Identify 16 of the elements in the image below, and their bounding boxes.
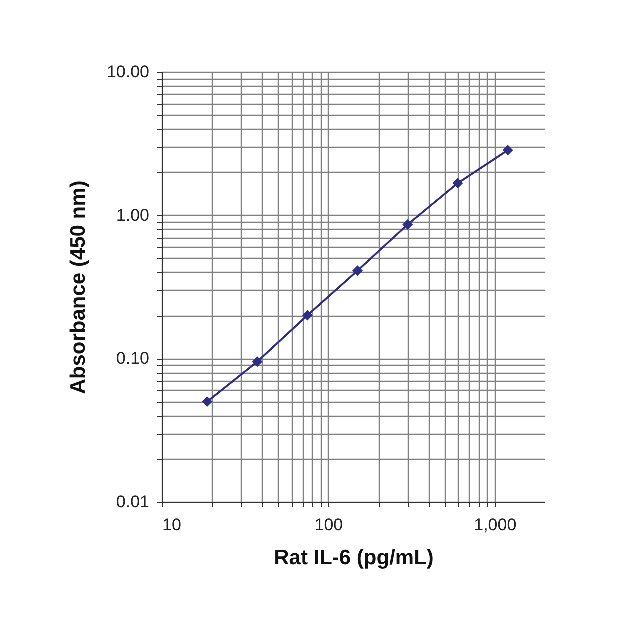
point: [202, 396, 213, 408]
point: [502, 145, 514, 156]
y-tick-label: 0.01: [116, 492, 150, 512]
x-axis-title: Rat IL-6 (pg/mL): [274, 546, 434, 570]
x-tick-label: 10: [162, 516, 182, 534]
y-tick-label: 10.00: [106, 62, 150, 82]
point: [252, 356, 263, 368]
point: [352, 266, 363, 276]
y-axis-title: Absorbance (450 nm): [66, 180, 90, 394]
y-tick-label: 0.10: [116, 349, 150, 368]
y-tick-label: 1.00: [116, 206, 150, 225]
point: [452, 178, 464, 189]
point: [402, 219, 414, 230]
x-tick-label: 100: [314, 516, 344, 534]
x-tick-label: 1,000: [474, 516, 517, 534]
point: [302, 310, 313, 321]
